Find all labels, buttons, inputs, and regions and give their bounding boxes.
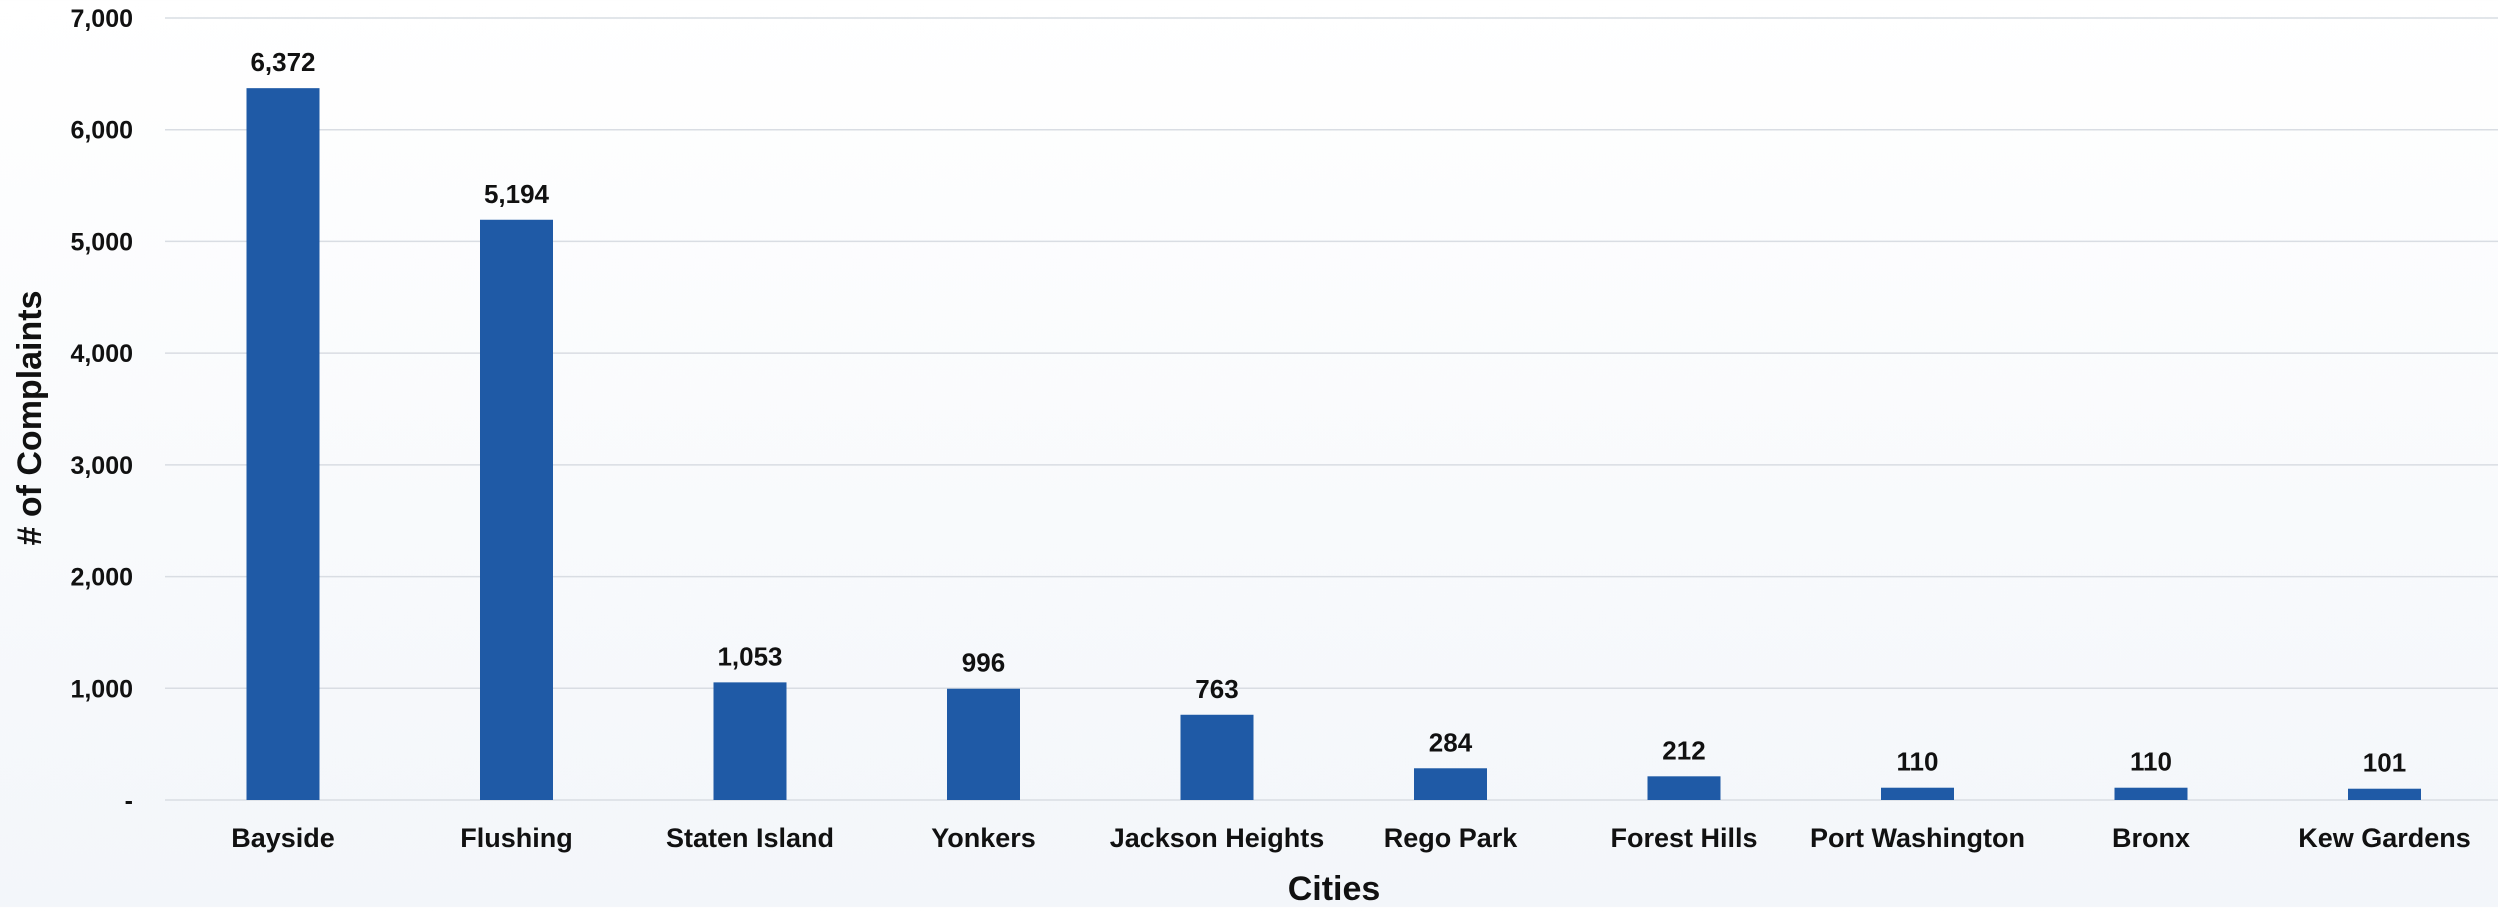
x-tick-label: Bayside — [231, 823, 335, 853]
x-tick-label: Bronx — [2112, 823, 2190, 853]
data-label: 284 — [1429, 727, 1473, 757]
x-tick-label: Rego Park — [1384, 823, 1519, 853]
x-axis-title: Cities — [1288, 870, 1381, 907]
data-label: 5,194 — [484, 179, 550, 209]
bar-yonkers — [947, 688, 1020, 800]
bar-port-washington — [1881, 787, 1954, 800]
y-axis-ticks: - 1,000 2,000 3,000 4,000 5,000 6,000 7,000 — [70, 5, 133, 815]
bar-rego-park — [1414, 768, 1487, 800]
data-labels: 6,372 5,194 1,053 996 763 284 212 110 110 101 — [250, 47, 2406, 778]
data-label: 996 — [962, 648, 1005, 678]
bar-flushing — [480, 219, 553, 801]
y-tick-label: 1,000 — [70, 675, 133, 703]
y-tick-label: 6,000 — [70, 117, 133, 145]
x-tick-label: Kew Gardens — [2298, 823, 2471, 853]
y-tick-label: - — [125, 787, 133, 815]
x-axis-ticks: Bayside Flushing Staten Island Yonkers Jacks… — [231, 823, 2471, 853]
data-label: 763 — [1195, 674, 1238, 704]
data-label: 212 — [1662, 735, 1705, 765]
data-label: 101 — [2363, 748, 2406, 778]
data-label: 110 — [2130, 747, 2172, 777]
y-axis-title: # of Complaints — [11, 290, 49, 545]
y-tick-label: 5,000 — [70, 228, 133, 256]
data-label: 1,053 — [717, 641, 782, 671]
data-label: 6,372 — [250, 47, 315, 77]
x-tick-label: Forest Hills — [1610, 823, 1757, 853]
bar-bronx — [2114, 787, 2188, 800]
x-tick-label: Yonkers — [931, 823, 1036, 853]
bar-bayside — [246, 88, 320, 801]
bar-jackson-heights — [1180, 714, 1254, 800]
gridlines — [165, 17, 2498, 801]
x-tick-label: Flushing — [460, 823, 572, 853]
bar-kew-gardens — [2348, 788, 2421, 800]
x-tick-label: Port Washington — [1810, 823, 2025, 853]
y-tick-label: 7,000 — [70, 5, 133, 33]
x-tick-label: Jackson Heights — [1110, 823, 1325, 853]
data-label: 110 — [1897, 747, 1939, 777]
y-tick-label: 3,000 — [70, 452, 133, 480]
y-tick-label: 2,000 — [70, 564, 133, 592]
bars — [246, 88, 2421, 801]
bar-staten-island — [713, 682, 787, 800]
x-tick-label: Staten Island — [666, 823, 834, 853]
bar-forest-hills — [1647, 776, 1721, 800]
y-tick-label: 4,000 — [70, 340, 133, 368]
